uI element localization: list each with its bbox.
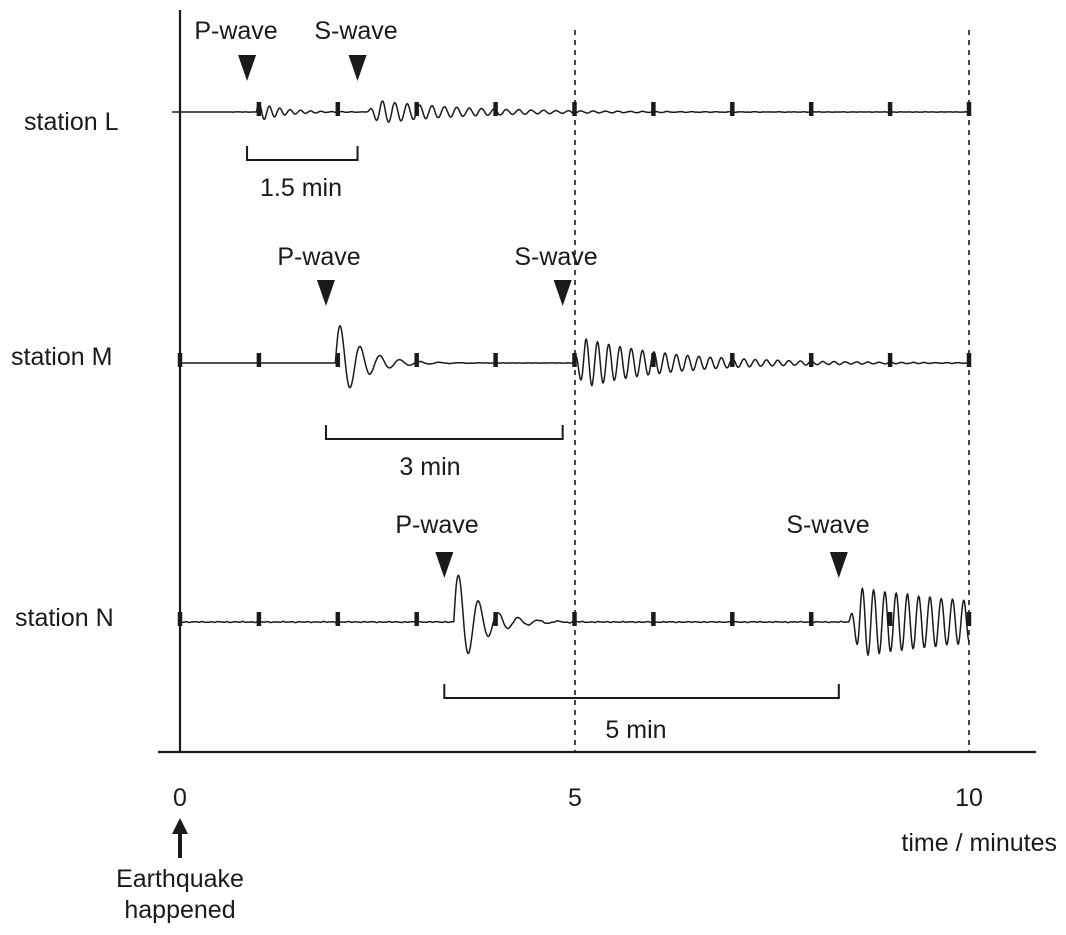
- station-l-p-wave-label: P-wave: [194, 17, 277, 45]
- interval-bracket: [246, 146, 359, 161]
- s-wave-arrival-marker: [553, 280, 572, 306]
- station-m-s-wave-label: S-wave: [514, 243, 597, 271]
- x-tick-label-10: 10: [955, 784, 983, 812]
- s-wave-arrival-marker: [829, 552, 848, 578]
- x-axis-label: time / minutes: [901, 829, 1057, 857]
- seismogram-traces-group: [172, 55, 972, 699]
- station-l-s-wave-label: S-wave: [314, 17, 397, 45]
- x-tick-label-5: 5: [568, 784, 582, 812]
- station-m-interval-label: 3 min: [399, 453, 460, 481]
- p-wave-arrival-marker: [238, 55, 257, 81]
- station-name-m: station M: [11, 343, 112, 371]
- p-wave-arrival-marker: [435, 552, 454, 578]
- earthquake-arrow-icon: [172, 818, 188, 858]
- p-wave-arrival-marker: [316, 280, 335, 306]
- station-n-interval-label: 5 min: [605, 716, 666, 744]
- station-l-interval-label: 1.5 min: [260, 174, 342, 202]
- station-name-n: station N: [15, 604, 114, 632]
- earthquake-note-line1: Earthquake: [116, 865, 244, 893]
- x-tick-label-0: 0: [173, 784, 187, 812]
- seismogram-trace-1: [172, 100, 969, 123]
- station-m-p-wave-label: P-wave: [277, 243, 360, 271]
- earthquake-note-line2: happened: [124, 896, 235, 924]
- interval-bracket: [324, 425, 564, 440]
- station-name-l: station L: [24, 108, 119, 136]
- interval-bracket: [443, 684, 840, 699]
- station-n-s-wave-label: S-wave: [786, 511, 869, 539]
- s-wave-arrival-marker: [348, 55, 367, 81]
- station-n-p-wave-label: P-wave: [395, 511, 478, 539]
